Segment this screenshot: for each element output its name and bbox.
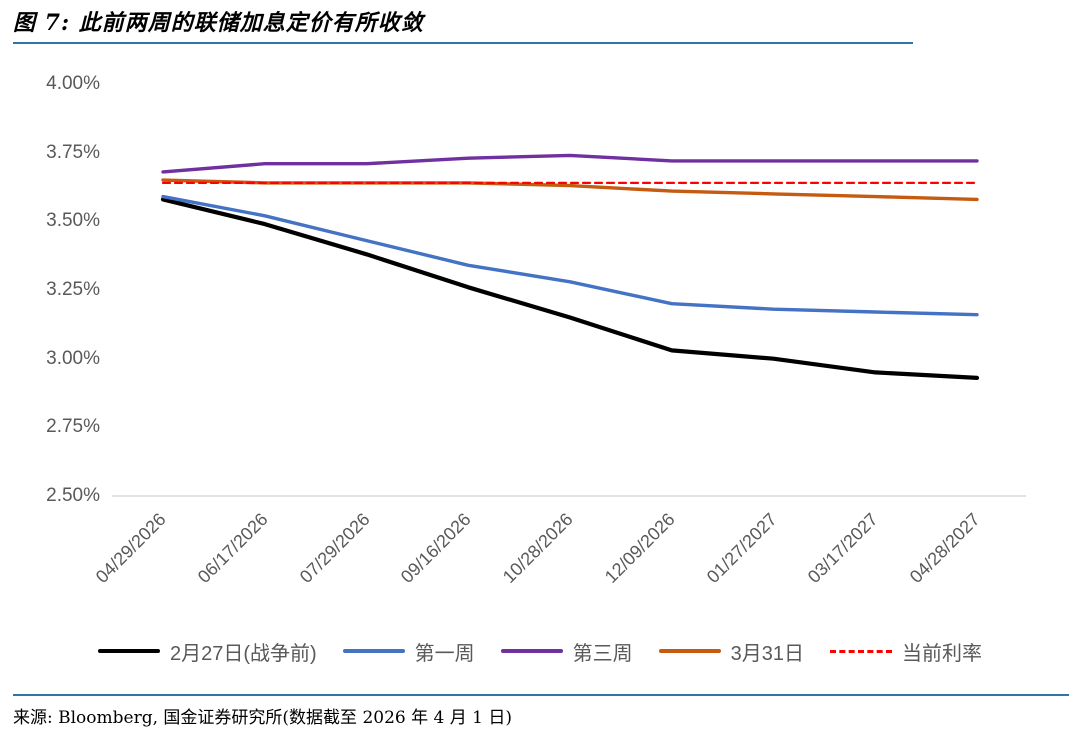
series-line-0 — [160, 197, 980, 380]
y-axis-tick-label: 3.00% — [46, 347, 100, 369]
source-note: 来源: Bloomberg, 国金证券研究所(数据截至 2026 年 4 月 1… — [13, 708, 512, 728]
legend-line-swatch — [658, 649, 721, 653]
legend-item: 当前利率 — [830, 637, 982, 666]
title-underline — [13, 42, 913, 44]
y-axis-tick-label: 2.50% — [46, 485, 100, 506]
legend-label: 3月31日 — [730, 642, 805, 665]
legend-line-swatch — [500, 649, 563, 653]
legend-item: 3月31日 — [658, 637, 805, 666]
legend-line-swatch — [97, 649, 160, 653]
legend-line-swatch — [830, 649, 893, 653]
legend-item: 2月27日(战争前) — [97, 637, 317, 666]
y-axis-tick-label: 3.25% — [46, 279, 100, 300]
footer-divider — [13, 694, 1069, 696]
series-line-2 — [161, 153, 979, 174]
y-axis-tick-label: 3.50% — [46, 210, 100, 232]
legend-label: 第一周 — [414, 642, 475, 665]
legend-item: 第三周 — [500, 637, 633, 666]
legend-label: 当前利率 — [902, 642, 983, 665]
y-axis-tick-label: 3.75% — [46, 141, 100, 163]
y-axis-tick-label: 2.75% — [46, 416, 100, 438]
legend-item: 第一周 — [342, 637, 475, 666]
legend-label: 2月27日(战争前) — [169, 642, 317, 665]
legend-label: 第三周 — [572, 642, 633, 665]
figure-title: 图 7: 此前两周的联储加息定价有所收敛 — [13, 10, 424, 36]
legend-line-swatch — [342, 649, 405, 653]
y-axis-tick-label: 4.00% — [46, 73, 100, 94]
series-line-1 — [161, 194, 979, 317]
chart-legend: 2月27日(战争前) 第一周 第三周 3月31日 当前利率 — [0, 636, 1080, 666]
